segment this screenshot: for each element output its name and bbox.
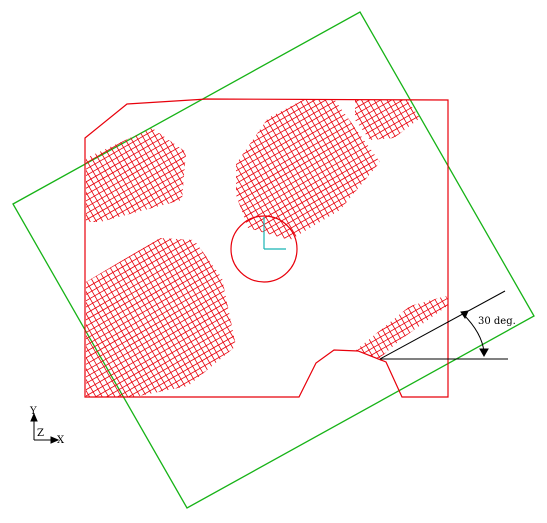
axis-z-label: Z bbox=[37, 428, 44, 439]
arc-arrow-bottom bbox=[479, 348, 489, 358]
arc-arrow-top bbox=[460, 310, 469, 320]
hatch-patch-top-left bbox=[86, 128, 186, 222]
reference-line-30deg bbox=[379, 290, 506, 360]
angle-label: 30 deg. bbox=[478, 316, 516, 327]
angle-annotation bbox=[379, 290, 508, 360]
axis-x-label: X bbox=[57, 435, 65, 446]
hatch-patch-bottom-right bbox=[356, 296, 448, 358]
axis-y-label: Y bbox=[29, 406, 37, 417]
global-axes bbox=[30, 412, 60, 444]
center-hole bbox=[230, 215, 298, 283]
local-axes bbox=[263, 217, 286, 250]
hatch-patch-top-center bbox=[236, 99, 380, 240]
part-outline bbox=[84, 98, 449, 398]
rotated-frame bbox=[12, 11, 535, 509]
